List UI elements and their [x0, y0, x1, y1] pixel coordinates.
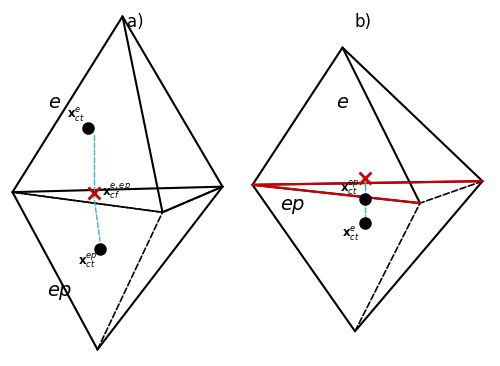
Text: $ep$: $ep$ — [280, 197, 305, 216]
Text: $e$: $e$ — [48, 93, 62, 112]
Text: $\mathbf{x}^{e}_{ct}$: $\mathbf{x}^{e}_{ct}$ — [68, 107, 85, 124]
Text: $\mathbf{x}^{ep}_{ct}$: $\mathbf{x}^{ep}_{ct}$ — [78, 251, 98, 270]
Text: $e$: $e$ — [336, 93, 349, 112]
Text: $\mathbf{x}^{e}_{ct}$: $\mathbf{x}^{e}_{ct}$ — [342, 225, 360, 243]
Text: $ep$: $ep$ — [48, 283, 72, 302]
Text: a): a) — [128, 13, 144, 31]
Text: $\mathbf{x}^{e,ep}_{cf}$: $\mathbf{x}^{e,ep}_{cf}$ — [102, 182, 132, 201]
Text: b): b) — [355, 13, 372, 31]
Text: $\mathbf{x}^{ep}_{ct}$: $\mathbf{x}^{ep}_{ct}$ — [340, 178, 360, 197]
